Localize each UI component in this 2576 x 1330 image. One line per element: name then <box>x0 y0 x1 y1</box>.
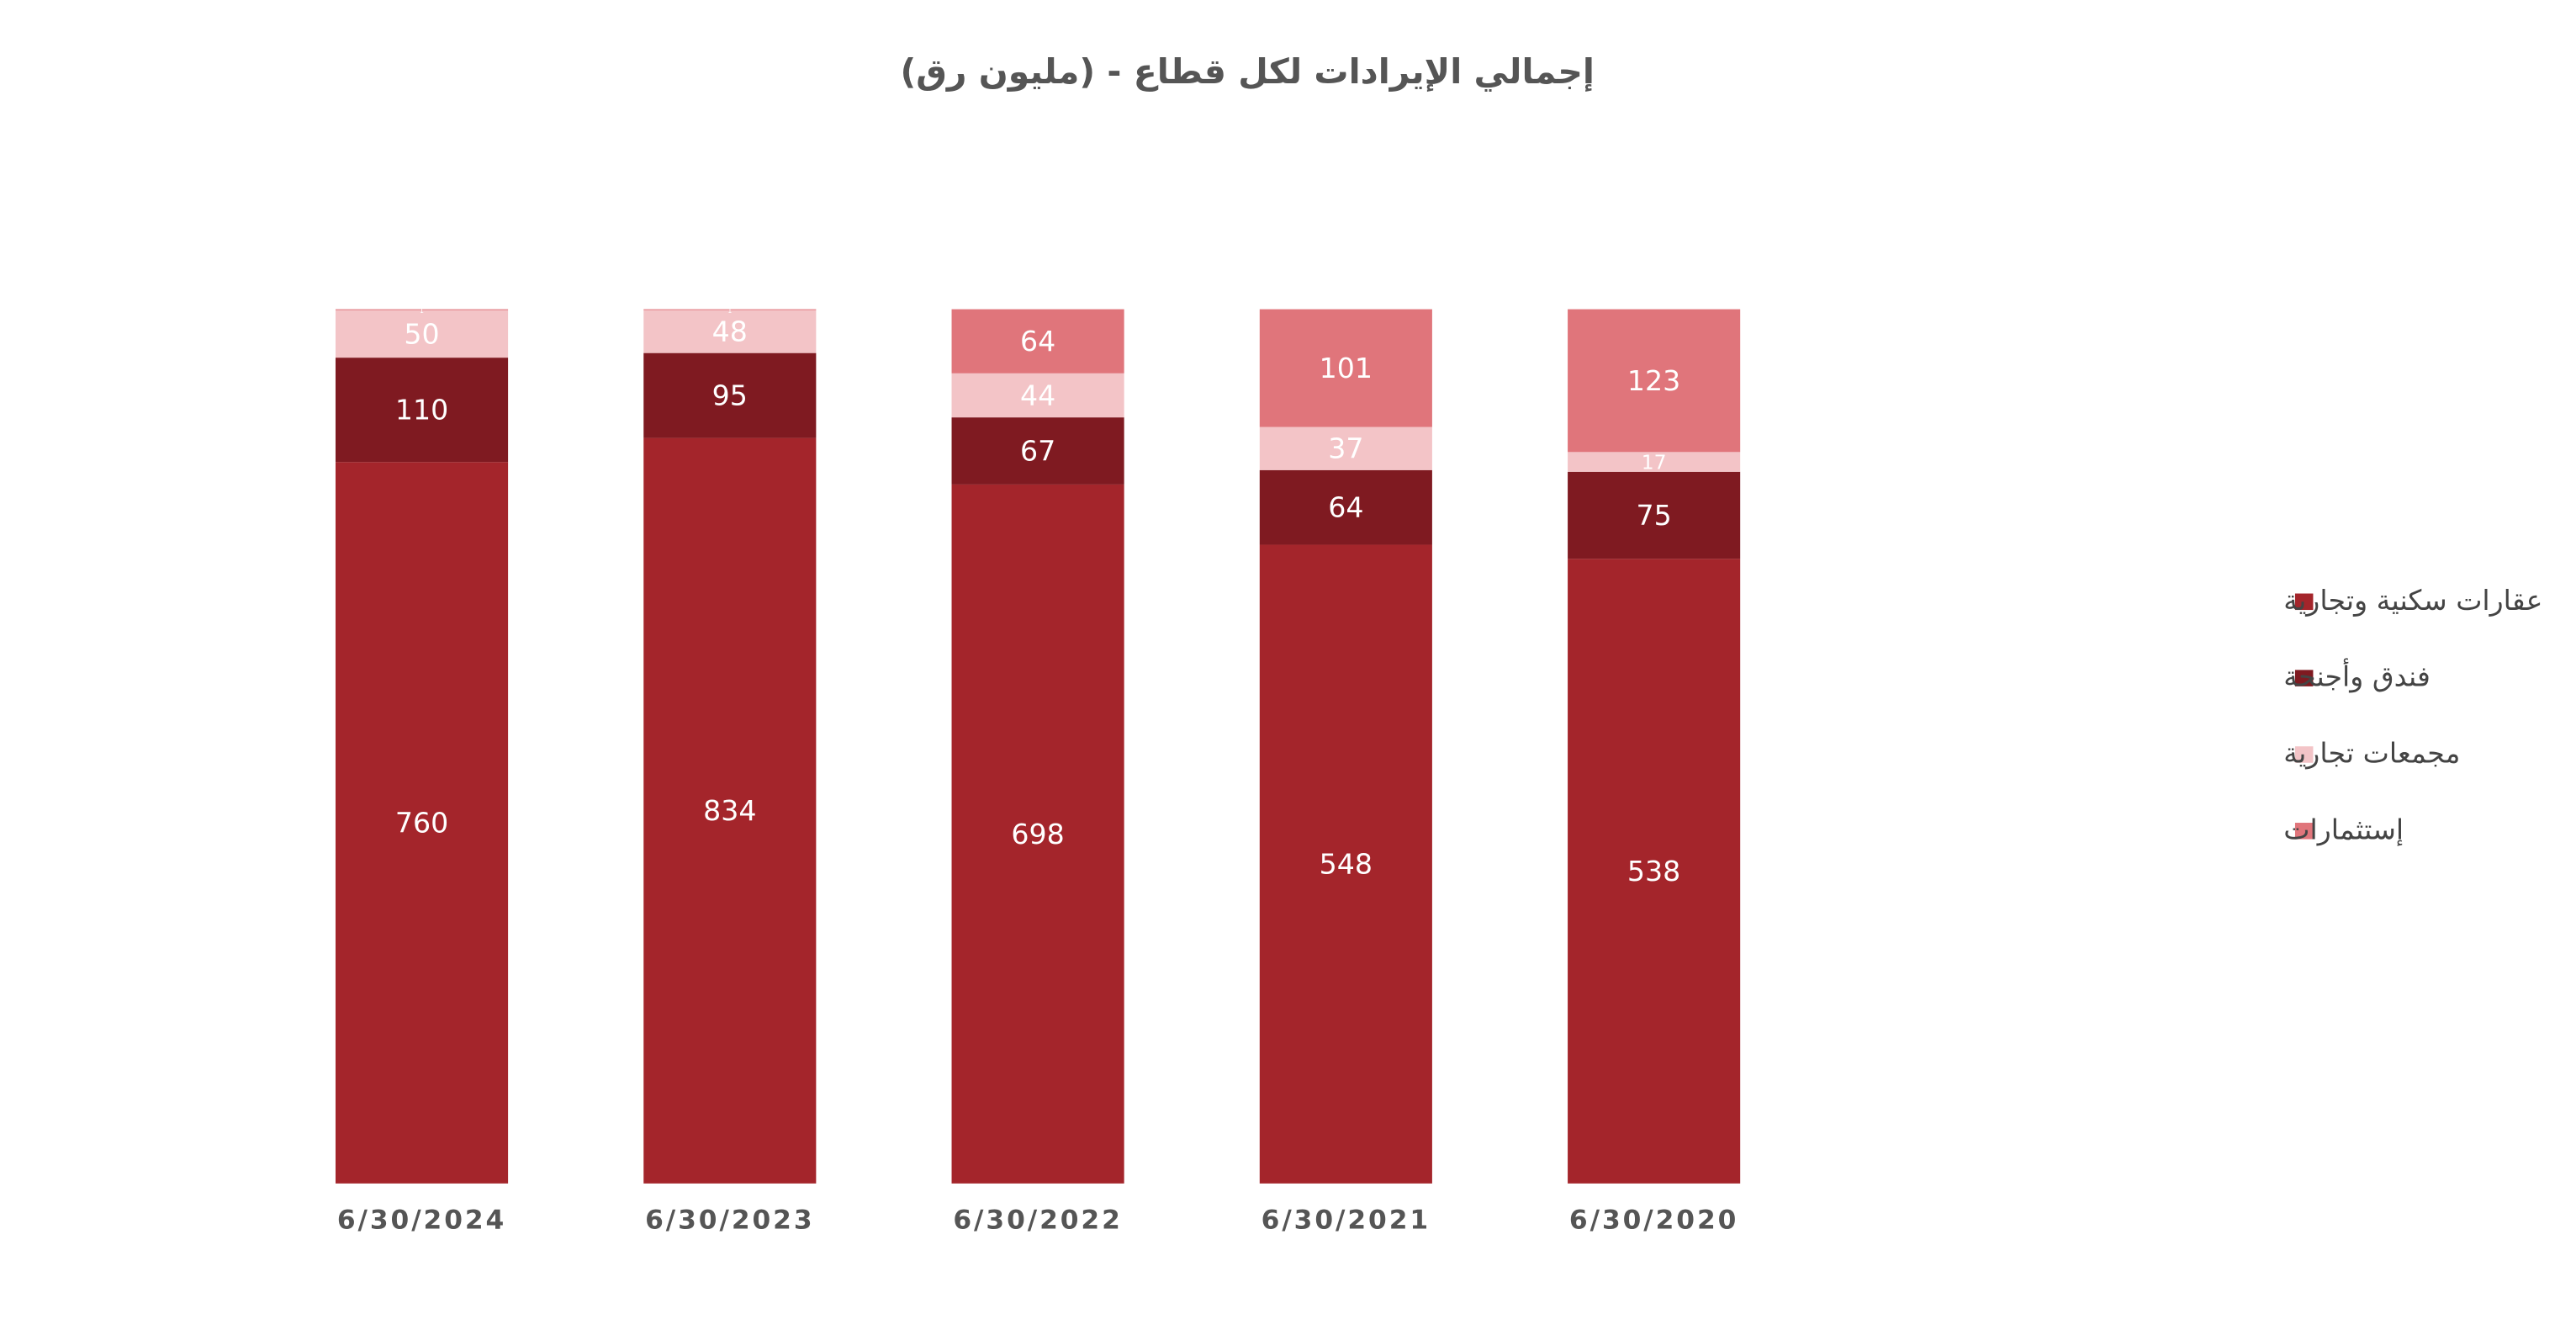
data-label: 548 <box>1320 848 1373 881</box>
bar-segment <box>951 417 1124 485</box>
data-label: 67 <box>1020 434 1055 467</box>
x-tick-label: 6/30/2022 <box>953 1205 1122 1236</box>
data-label: 698 <box>1011 818 1064 850</box>
legend-label: فندق وأجنحة <box>2283 659 2431 693</box>
legend-label: عقارات سكنية وتجارية <box>2283 584 2542 617</box>
legend-swatch <box>2294 593 2314 611</box>
bar-segment <box>643 437 817 1184</box>
x-tick-label: 6/30/2023 <box>645 1205 814 1236</box>
bar-segment <box>1568 471 1741 559</box>
legend-swatch <box>2294 823 2314 840</box>
data-label: 760 <box>395 806 448 839</box>
x-tick-label: 6/30/2020 <box>1569 1205 1738 1236</box>
data-label: 1 <box>420 307 424 315</box>
bar-segment <box>643 310 817 353</box>
bar-segment <box>1259 427 1432 470</box>
legend-swatch <box>2294 670 2314 686</box>
data-label: 44 <box>1020 379 1055 411</box>
data-label: 123 <box>1627 364 1680 397</box>
bar-segment <box>1568 452 1741 472</box>
x-tick-label: 6/30/2021 <box>1262 1205 1431 1236</box>
data-label: 95 <box>712 379 748 412</box>
bar-segment <box>1259 469 1432 545</box>
data-label: 110 <box>395 394 448 427</box>
data-label: 48 <box>712 315 748 348</box>
data-label: 17 <box>1642 451 1667 474</box>
legend-label: إستثمارات <box>2283 813 2404 846</box>
bar-segment <box>1259 309 1432 427</box>
bar-segment <box>951 309 1124 374</box>
data-label: 101 <box>1320 352 1373 384</box>
bar-segment <box>951 484 1124 1184</box>
data-label: 50 <box>404 317 439 350</box>
bar-segment <box>335 358 509 463</box>
bar-segment <box>951 373 1124 418</box>
bar-segment <box>1568 559 1741 1184</box>
bar-segment <box>1568 309 1741 453</box>
data-label: 75 <box>1637 499 1672 532</box>
legend-label: مجمعات تجارية <box>2283 736 2460 769</box>
data-label: 37 <box>1328 432 1363 465</box>
bar-segment <box>335 310 509 358</box>
data-label: 1 <box>727 307 732 315</box>
data-label: 64 <box>1020 325 1055 358</box>
bar-segment <box>335 462 509 1184</box>
data-label: 538 <box>1627 855 1680 888</box>
data-label: 64 <box>1328 491 1363 524</box>
bar-segment <box>1259 544 1432 1184</box>
chart-title: إجمالي الإيرادات لكل قطاع - (مليون رق) <box>900 51 1594 93</box>
data-label: 834 <box>703 794 756 827</box>
x-tick-label: 6/30/2024 <box>337 1205 506 1236</box>
bar-segment <box>643 352 817 438</box>
legend-swatch <box>2294 746 2314 763</box>
